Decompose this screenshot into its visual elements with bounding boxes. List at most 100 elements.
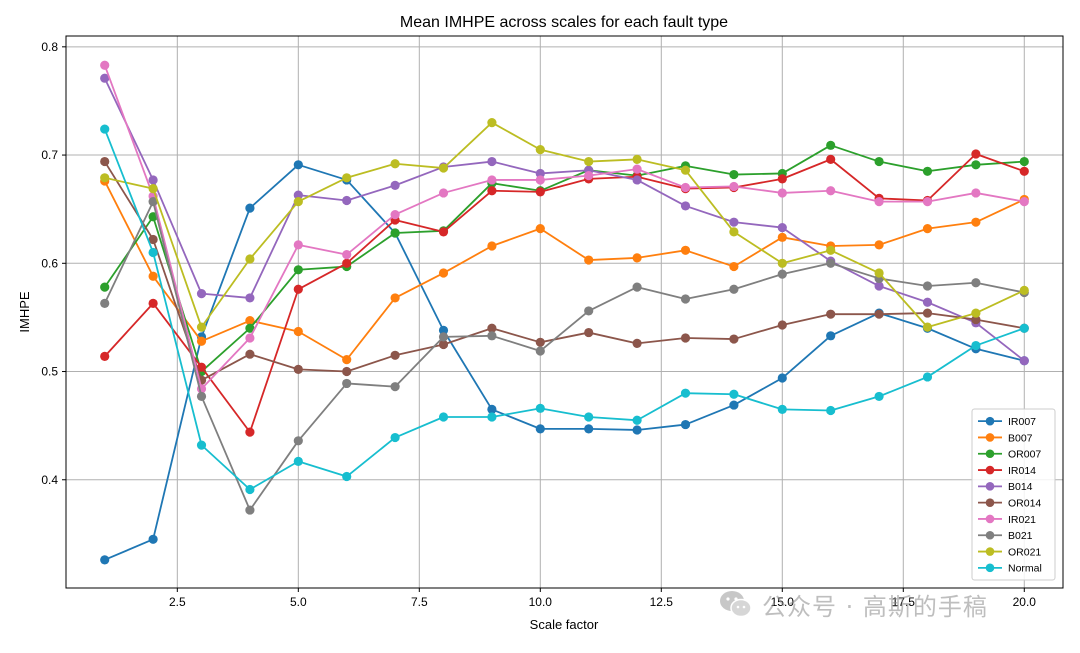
data-point [535, 337, 545, 347]
series-line [103, 200, 1025, 511]
data-point [826, 154, 836, 164]
data-point [777, 232, 787, 242]
data-point [100, 298, 110, 308]
data-point [826, 258, 836, 268]
data-point [438, 268, 449, 278]
data-point [245, 323, 255, 333]
data-point [535, 403, 545, 413]
data-point [342, 173, 352, 183]
legend-label: Normal [1008, 563, 1042, 575]
x-tick-label: 2.5 [169, 595, 186, 609]
data-point [922, 197, 933, 207]
data-point [729, 284, 739, 294]
data-point [826, 331, 836, 341]
data-point [535, 168, 545, 179]
data-point [438, 339, 449, 350]
legend-swatch-marker [985, 465, 995, 475]
data-point [922, 166, 933, 176]
data-point [148, 298, 158, 308]
data-point [196, 322, 207, 332]
x-tick-label: 12.5 [650, 595, 674, 609]
data-point [293, 284, 303, 294]
data-point [729, 217, 739, 227]
data-point [584, 306, 594, 316]
legend-item: B021 [978, 530, 1033, 542]
data-point [874, 197, 884, 207]
watermark-text: 公众号 · 高斯的手稿 [762, 592, 988, 621]
data-point [632, 338, 642, 348]
data-point [342, 258, 352, 268]
series-line [103, 144, 1025, 373]
data-point [390, 228, 400, 238]
data-point [729, 400, 739, 410]
data-point [874, 268, 884, 278]
data-point [293, 326, 303, 337]
data-point [971, 160, 981, 170]
data-point [1019, 197, 1029, 207]
data-point [874, 391, 884, 402]
data-point [390, 180, 400, 190]
x-tick-label: 5.0 [290, 595, 307, 609]
data-point [826, 140, 836, 150]
data-point [245, 349, 255, 359]
data-point [535, 346, 545, 356]
x-tick-label: 10.0 [529, 595, 553, 609]
data-point [487, 323, 497, 333]
data-point [729, 261, 739, 272]
series-line [104, 121, 1025, 329]
legend-label: IR014 [1008, 465, 1036, 477]
x-axis-label: Scale factor [530, 617, 599, 632]
wechat-logo-icon [720, 591, 752, 618]
legend-item: Normal [978, 563, 1042, 575]
data-point [148, 197, 158, 207]
data-point [390, 293, 400, 303]
plot-frame [65, 35, 1064, 589]
data-point [487, 412, 497, 422]
data-point [342, 471, 352, 482]
data-point [438, 188, 449, 198]
data-point [632, 175, 642, 185]
data-point [729, 227, 739, 237]
series-or007 [100, 140, 1029, 377]
data-point [196, 362, 207, 372]
data-point [777, 188, 787, 198]
data-point [148, 175, 158, 185]
data-point [971, 278, 981, 288]
data-point [1019, 356, 1029, 366]
data-point [487, 186, 497, 196]
data-point [680, 201, 691, 211]
data-point [777, 174, 787, 184]
data-point [342, 195, 352, 206]
data-point [100, 282, 110, 292]
data-point [196, 391, 207, 402]
data-point [680, 333, 691, 343]
data-point [777, 269, 787, 279]
data-point [729, 389, 739, 399]
data-point [245, 484, 255, 495]
series-line [103, 64, 1025, 390]
ticks: 2.5 5.0 7.5 10.0 12.5 15.0 17.5 20.0 0.4 0.5 0.6 0.… [41, 40, 1036, 609]
data-point [293, 265, 303, 275]
legend-item: IR014 [978, 465, 1036, 477]
data-point [1019, 323, 1029, 333]
data-point [196, 289, 207, 299]
data-point [487, 404, 497, 415]
data-point [777, 404, 787, 415]
data-point [632, 154, 642, 164]
series-ir014 [100, 149, 1029, 437]
data-point [100, 124, 110, 134]
data-point [245, 505, 255, 515]
data-point [438, 163, 449, 173]
data-point [680, 294, 691, 304]
data-point [148, 271, 158, 281]
data-point [729, 169, 739, 180]
data-point [390, 432, 400, 443]
legend-item: B014 [978, 481, 1033, 493]
data-point [245, 254, 255, 264]
data-point [922, 224, 933, 234]
data-point [487, 117, 497, 128]
data-point [826, 309, 836, 319]
legend-label: B014 [1008, 481, 1033, 493]
data-point [680, 165, 691, 175]
legend-swatch-marker [985, 498, 995, 507]
